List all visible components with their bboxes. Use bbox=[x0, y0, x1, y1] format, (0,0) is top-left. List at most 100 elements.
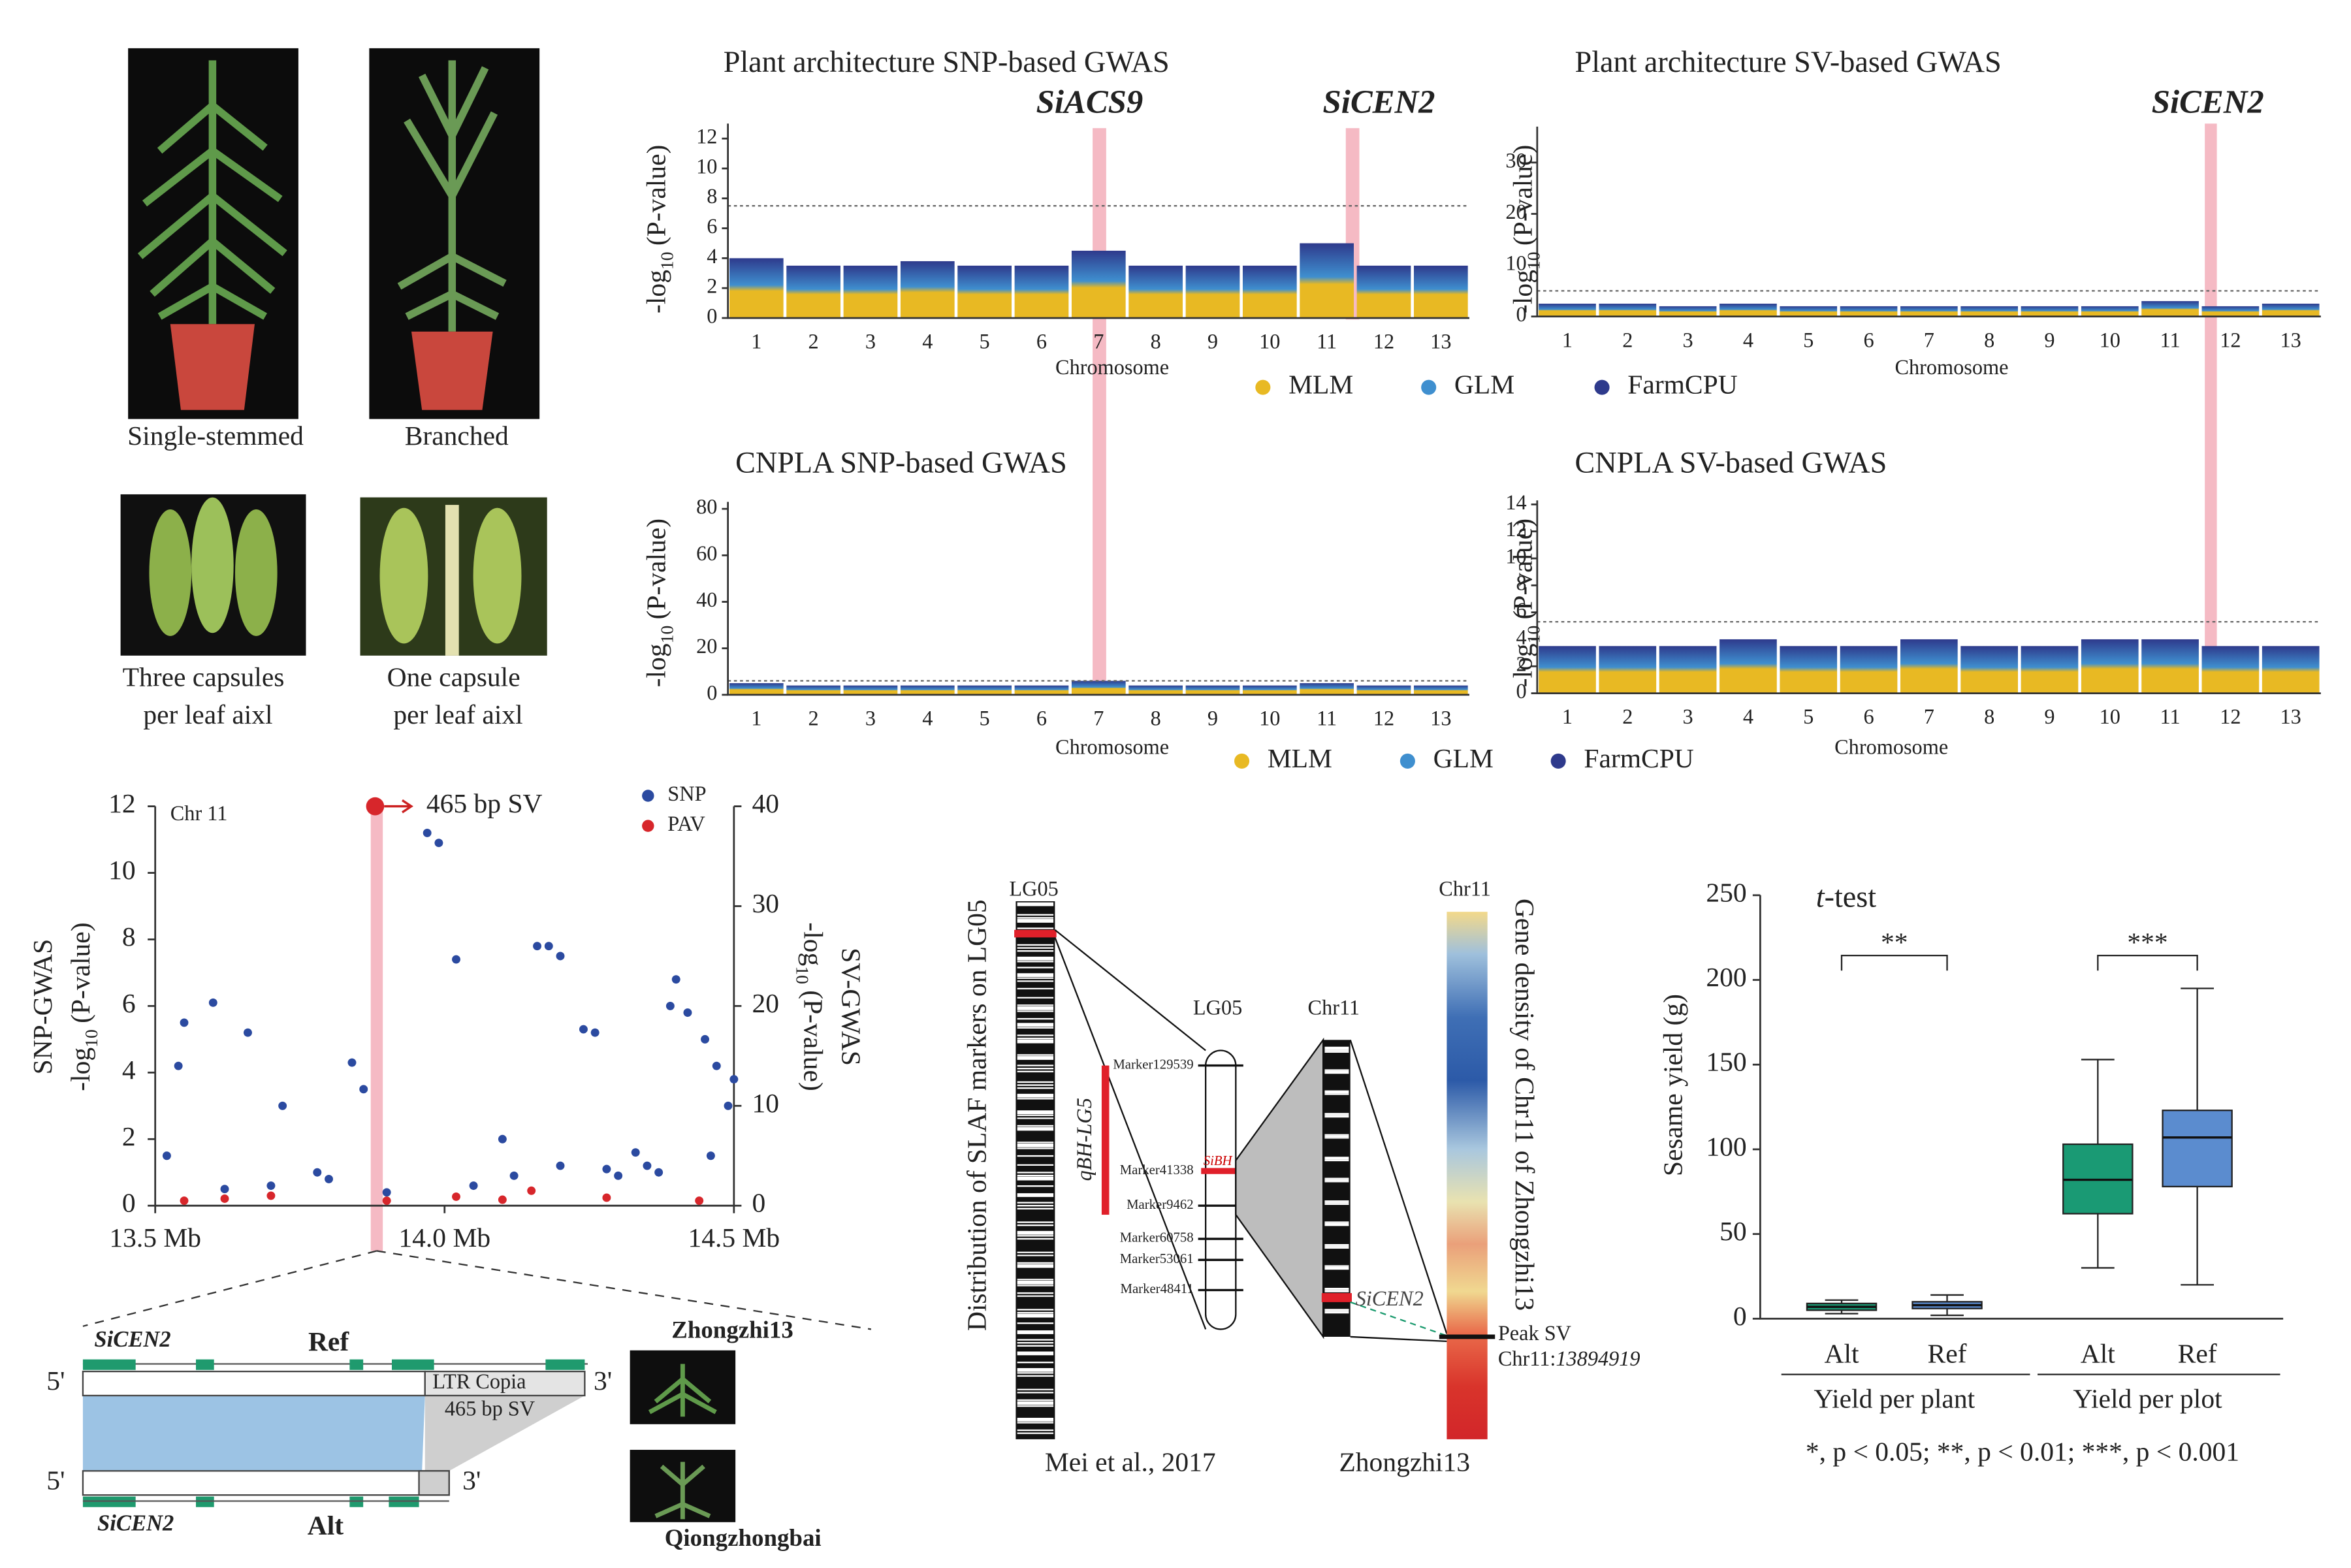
legend-label: PAV bbox=[667, 812, 705, 835]
point-cloud bbox=[1659, 646, 1717, 694]
y-tick-label: 100 bbox=[1706, 1131, 1746, 1161]
capsule bbox=[473, 507, 522, 644]
point bbox=[498, 1134, 507, 1144]
peak-label: Chr11:13894919 bbox=[1498, 1347, 1640, 1370]
point bbox=[602, 1164, 611, 1174]
y2-tick-label: 20 bbox=[752, 988, 780, 1018]
map-label: Chr11 bbox=[1439, 876, 1491, 900]
x-tick-label: 12 bbox=[2220, 705, 2241, 728]
point-cloud bbox=[1413, 265, 1468, 318]
point-cloud bbox=[1356, 265, 1411, 318]
marker-label: Marker9462 bbox=[1127, 1198, 1194, 1212]
point bbox=[579, 1025, 588, 1034]
axis-label: Gene density of Chr11 of Zhongzhi13 bbox=[1510, 899, 1540, 1311]
legend-marker bbox=[1255, 379, 1271, 395]
box bbox=[2162, 1110, 2233, 1188]
sv-region bbox=[424, 1395, 585, 1471]
arrow bbox=[384, 799, 413, 814]
x-tick-label: 5 bbox=[980, 330, 990, 353]
plant bbox=[654, 1462, 711, 1520]
point bbox=[729, 1075, 739, 1083]
x-tick-label: 8 bbox=[1984, 328, 1994, 351]
legend-marker bbox=[1399, 753, 1415, 769]
sig-label: *** bbox=[2127, 927, 2167, 957]
point-cloud bbox=[786, 685, 840, 695]
point-cloud bbox=[1128, 265, 1183, 318]
axis-label: Distribution of SLAF markers on LG05 bbox=[962, 899, 992, 1331]
source-label: Mei et al., 2017 bbox=[1045, 1447, 1216, 1477]
point-cloud bbox=[1356, 685, 1411, 695]
x-tick-label: Ref bbox=[1928, 1338, 1967, 1368]
chr11-bar bbox=[1323, 1040, 1351, 1337]
point bbox=[701, 1034, 709, 1044]
point bbox=[313, 1168, 322, 1177]
x-tick-label: Ref bbox=[2178, 1338, 2217, 1368]
end-label: 5' bbox=[46, 1366, 65, 1396]
map-label: LG05 bbox=[1193, 996, 1242, 1019]
x-tick-label: 3 bbox=[1683, 328, 1693, 351]
alt-sv bbox=[418, 1470, 450, 1496]
x-tick-label: 4 bbox=[1743, 328, 1753, 351]
y2-tick-label: 10 bbox=[752, 1088, 780, 1118]
chart-title: t-test bbox=[1816, 880, 1876, 913]
y-tick-label: 40 bbox=[696, 588, 717, 611]
gene-label: SiCEN2 bbox=[1356, 1287, 1424, 1310]
lg05-bar bbox=[1016, 901, 1055, 1439]
y-tick-label: 250 bbox=[1706, 877, 1746, 907]
chart-title: CNPLA SV-based GWAS bbox=[1575, 446, 1887, 479]
plant bbox=[648, 1364, 717, 1417]
gene-name: SiCEN2 bbox=[97, 1511, 174, 1535]
x-tick-label: 7 bbox=[1924, 328, 1934, 351]
photo-label: per leaf aixl bbox=[393, 699, 522, 729]
point-cloud bbox=[2081, 306, 2139, 317]
point bbox=[325, 1174, 333, 1183]
point bbox=[544, 942, 553, 951]
x-tick-label: 10 bbox=[2100, 705, 2120, 728]
point-cloud bbox=[957, 685, 1012, 695]
y-tick-label: 8 bbox=[1516, 571, 1527, 595]
point-cloud bbox=[2141, 301, 2199, 317]
sig-label: ** bbox=[1881, 927, 1908, 957]
x-tick-label: 3 bbox=[1683, 705, 1693, 728]
y-tick-label: 0 bbox=[122, 1188, 136, 1218]
point-cloud bbox=[1900, 639, 1958, 694]
gene-label: SiCEN2 bbox=[1323, 84, 1435, 120]
point bbox=[162, 1151, 171, 1160]
y-tick-label: 12 bbox=[108, 788, 136, 818]
axis bbox=[1759, 895, 2284, 1320]
legend-marker bbox=[1234, 753, 1250, 769]
y-tick-label: 30 bbox=[1505, 148, 1526, 172]
x-tick-label: 2 bbox=[1622, 328, 1633, 351]
y-tick-label: 50 bbox=[1719, 1216, 1747, 1246]
axis-label: -log10 (P-value) bbox=[793, 922, 829, 1091]
point-cloud bbox=[1599, 646, 1657, 694]
marker-label: Marker41338 bbox=[1120, 1163, 1194, 1177]
legend-marker bbox=[642, 820, 654, 832]
x-tick-label: 1 bbox=[1562, 328, 1573, 351]
point bbox=[174, 1061, 183, 1070]
y-tick-label: 20 bbox=[1505, 200, 1526, 223]
point bbox=[469, 1181, 478, 1191]
point bbox=[602, 1193, 611, 1202]
point-cloud bbox=[1840, 646, 1898, 694]
x-tick-label: 8 bbox=[1984, 705, 1994, 728]
point-cloud bbox=[1014, 265, 1069, 318]
x-tick-label: 3 bbox=[865, 707, 876, 730]
point-cloud bbox=[1599, 304, 1657, 317]
legend-label: MLM bbox=[1268, 743, 1332, 773]
y2-tick-label: 0 bbox=[752, 1188, 766, 1218]
axis-title: SV-GWAS bbox=[837, 948, 867, 1066]
point bbox=[220, 1194, 229, 1203]
point-cloud bbox=[1071, 680, 1126, 695]
point-cloud bbox=[729, 258, 784, 318]
point bbox=[208, 998, 217, 1007]
y-tick-label: 6 bbox=[122, 988, 136, 1018]
x-tick-label: Alt bbox=[1824, 1338, 1859, 1368]
y-tick-label: 6 bbox=[1516, 598, 1527, 622]
sv-label: 465 bp SV bbox=[445, 1396, 535, 1420]
point-cloud bbox=[1185, 685, 1240, 695]
legend-label: SNP bbox=[667, 782, 706, 805]
x-tick-label: 10 bbox=[1259, 707, 1280, 730]
y-tick-label: 10 bbox=[1505, 251, 1526, 274]
x-tick-label: 9 bbox=[2044, 328, 2055, 351]
